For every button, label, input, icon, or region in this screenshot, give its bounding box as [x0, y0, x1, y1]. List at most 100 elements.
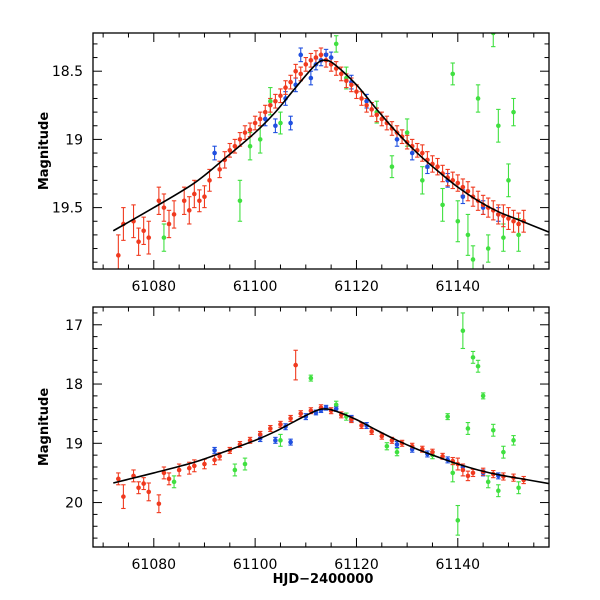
data-point-green — [496, 488, 501, 494]
top-panel-model-curve — [112, 59, 549, 233]
data-point-green — [490, 427, 496, 433]
data-point-red — [374, 112, 380, 118]
y-tick-label: 20 — [65, 496, 83, 512]
bottom-panel-model-curve — [113, 408, 549, 485]
data-point-green — [161, 235, 167, 240]
bottom-panel: 61080 61100 61120 61140 17 18 19 20 Magnitude — [37, 306, 550, 573]
x-tick-label: 61140 — [436, 279, 481, 295]
data-point-green — [450, 470, 456, 476]
data-point-red — [420, 150, 425, 156]
data-point-red — [359, 423, 364, 428]
data-point-green — [333, 41, 339, 47]
data-point-red — [217, 454, 222, 459]
data-point-blue — [298, 52, 304, 58]
data-point-red — [440, 454, 445, 459]
data-point-red — [232, 143, 238, 149]
data-point-red — [176, 467, 182, 473]
data-point-blue — [288, 120, 293, 126]
x-tick-label: 61080 — [132, 557, 177, 573]
model-curve-line — [112, 59, 549, 233]
data-point-green — [242, 461, 248, 467]
data-point-green — [480, 393, 486, 399]
data-point-blue — [262, 116, 268, 122]
data-point-red — [202, 194, 207, 199]
data-point-green — [485, 479, 491, 485]
data-point-blue — [288, 439, 293, 445]
data-point-red — [460, 467, 466, 473]
data-point-red — [166, 221, 172, 227]
x-tick-label: 61140 — [436, 557, 481, 573]
data-point-red — [217, 167, 222, 172]
data-point-red — [141, 228, 146, 234]
data-point-green — [404, 130, 410, 135]
data-point-blue — [460, 194, 466, 199]
data-point-red — [186, 465, 192, 471]
data-point-red — [298, 71, 304, 77]
data-point-red — [197, 198, 202, 204]
data-point-red — [455, 180, 461, 186]
data-point-red — [156, 198, 162, 204]
data-point-red — [344, 78, 349, 84]
y-tick-label: 19 — [65, 436, 83, 452]
data-point-green — [516, 232, 521, 238]
data-point-red — [146, 489, 152, 495]
data-point-green — [460, 328, 466, 334]
data-point-green — [470, 257, 476, 262]
data-point-green — [257, 137, 263, 142]
data-point-red — [288, 416, 293, 421]
x-tick-label: 61120 — [334, 557, 379, 573]
data-point-red — [354, 89, 359, 94]
data-point-red — [202, 461, 207, 467]
data-point-green — [450, 71, 456, 77]
y-tick-label: 18 — [65, 377, 83, 393]
top-panel-ticks: 61080 61100 61120 61140 18.5 19 19.5 — [52, 33, 549, 295]
data-point-blue — [364, 98, 369, 104]
data-point-red — [181, 198, 187, 204]
data-point-green — [455, 518, 461, 523]
data-point-green — [440, 202, 445, 208]
data-point-green — [247, 143, 253, 149]
data-point-blue — [308, 75, 314, 81]
data-point-red — [511, 218, 516, 224]
data-point-blue — [273, 438, 278, 443]
data-point-green — [394, 449, 400, 455]
x-tick-label: 61100 — [233, 279, 278, 295]
data-point-blue — [212, 448, 217, 453]
data-point-red — [116, 253, 121, 258]
data-point-red — [465, 188, 471, 194]
data-point-blue — [323, 52, 329, 58]
data-point-red — [293, 68, 298, 74]
data-point-green — [465, 426, 471, 431]
data-point-red — [237, 137, 243, 142]
data-point-green — [278, 438, 283, 443]
data-point-red — [212, 457, 217, 463]
data-point-red — [430, 449, 435, 455]
data-point-blue — [409, 150, 415, 156]
top-panel-frame — [92, 32, 550, 270]
data-point-red — [121, 494, 126, 499]
data-point-red — [318, 52, 324, 58]
data-point-green — [232, 467, 238, 473]
x-tick-label: 61080 — [132, 279, 177, 295]
data-point-green — [308, 375, 314, 381]
data-point-red — [460, 184, 466, 190]
data-point-red — [349, 82, 354, 88]
model-curve-line — [113, 408, 549, 485]
data-point-red — [288, 79, 293, 85]
data-point-red — [496, 212, 501, 217]
x-axis-label: HJD−2400000 — [273, 572, 374, 587]
data-point-red — [303, 62, 309, 67]
data-point-green — [333, 402, 339, 408]
data-point-red — [359, 96, 364, 101]
data-point-red — [313, 55, 319, 60]
x-tick-label: 61120 — [334, 279, 379, 295]
data-point-red — [268, 103, 273, 108]
data-point-green — [237, 198, 243, 204]
data-point-red — [242, 130, 248, 135]
data-point-red — [379, 433, 385, 439]
data-point-red — [192, 191, 197, 197]
data-point-blue — [425, 164, 430, 169]
data-point-red — [186, 208, 192, 213]
data-point-red — [257, 432, 263, 437]
